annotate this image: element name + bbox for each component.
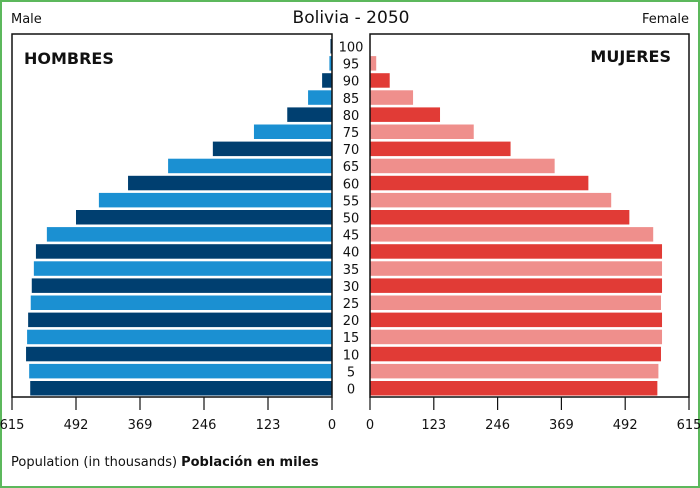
age-label-0: 0	[347, 383, 355, 398]
age-label-40: 40	[343, 246, 360, 261]
age-label-60: 60	[343, 177, 360, 192]
female-tick-label-0: 0	[366, 418, 374, 433]
male-bar-50	[76, 210, 332, 225]
age-label-70: 70	[343, 143, 360, 158]
age-label-30: 30	[343, 280, 360, 295]
male-bar-10	[26, 346, 333, 362]
age-label-55: 55	[343, 194, 360, 209]
age-label-50: 50	[343, 212, 360, 227]
female-bar-0	[370, 381, 658, 396]
age-label-25: 25	[343, 297, 360, 312]
male-bar-60	[128, 175, 332, 191]
female-bar-70	[370, 141, 511, 157]
age-label-35: 35	[343, 263, 360, 278]
male-bar-85	[308, 90, 332, 105]
female-bar-65	[370, 158, 555, 174]
female-bar-25	[370, 295, 661, 310]
male-bar-45	[46, 227, 333, 242]
female-bar-45	[370, 227, 654, 242]
female-bar-5	[370, 363, 659, 379]
age-label-95: 95	[343, 58, 360, 73]
male-tick-label-0: 0	[328, 418, 336, 433]
x-axis-label: Population (in thousands) Población en mi…	[11, 455, 319, 470]
age-label-80: 80	[343, 109, 360, 124]
male-bar-30	[31, 278, 332, 293]
male-bar-40	[35, 244, 332, 259]
age-label-20: 20	[343, 314, 360, 329]
male-bar-0	[30, 381, 332, 396]
female-bar-50	[370, 210, 630, 225]
male-tick-label-123: 123	[256, 418, 281, 433]
male-bar-5	[29, 363, 332, 379]
male-bar-75	[253, 124, 332, 139]
female-panel	[369, 33, 690, 398]
chart-title: Bolivia - 2050	[293, 8, 410, 28]
age-label-75: 75	[343, 126, 360, 141]
male-bar-70	[212, 141, 332, 157]
female-bar-40	[370, 244, 663, 259]
male-bar-65	[168, 158, 332, 174]
female-bar-60	[370, 175, 589, 191]
x-axis-label-en: Population (in thousands)	[11, 455, 177, 470]
hombres-label: HOMBRES	[24, 49, 114, 68]
age-label-100: 100	[339, 41, 364, 56]
male-bar-100	[330, 39, 332, 54]
age-label-45: 45	[343, 229, 360, 244]
female-tick-label-492: 492	[613, 418, 638, 433]
male-tick-label-246: 246	[192, 418, 217, 433]
x-axis-label-es: Población en miles	[181, 455, 319, 470]
female-tick-label-246: 246	[485, 418, 510, 433]
female-bar-85	[370, 90, 414, 105]
male-tick-label-615: 615	[0, 418, 24, 433]
age-label-15: 15	[343, 331, 360, 346]
female-tick-label-123: 123	[421, 418, 446, 433]
male-bar-15	[27, 329, 333, 345]
age-label-85: 85	[343, 92, 360, 107]
female-bar-30	[370, 278, 663, 293]
male-tick-label-369: 369	[128, 418, 153, 433]
female-tick-label-615: 615	[677, 418, 700, 433]
female-bar-90	[370, 73, 390, 88]
mujeres-label: MUJERES	[590, 47, 671, 66]
male-bar-95	[329, 56, 332, 71]
female-label: Female	[642, 12, 689, 27]
male-bar-25	[30, 295, 332, 310]
male-bar-20	[28, 312, 333, 328]
male-tick-label-492: 492	[64, 418, 89, 433]
female-bar-55	[370, 192, 612, 208]
female-bar-80	[370, 107, 441, 122]
male-bar-80	[287, 107, 332, 122]
female-tick-label-369: 369	[549, 418, 574, 433]
female-bar-95	[370, 56, 377, 71]
female-bar-75	[370, 124, 474, 139]
female-bar-20	[370, 312, 663, 328]
female-bar-10	[370, 346, 661, 362]
age-label-65: 65	[343, 160, 360, 175]
age-label-5: 5	[347, 365, 355, 380]
female-bar-15	[370, 329, 663, 345]
male-bar-90	[322, 73, 332, 88]
age-label-90: 90	[343, 75, 360, 90]
age-label-10: 10	[343, 348, 360, 363]
male-label: Male	[11, 12, 42, 27]
male-panel	[11, 33, 333, 398]
male-bar-35	[33, 261, 332, 276]
male-bar-55	[98, 192, 332, 208]
female-bar-35	[370, 261, 663, 276]
